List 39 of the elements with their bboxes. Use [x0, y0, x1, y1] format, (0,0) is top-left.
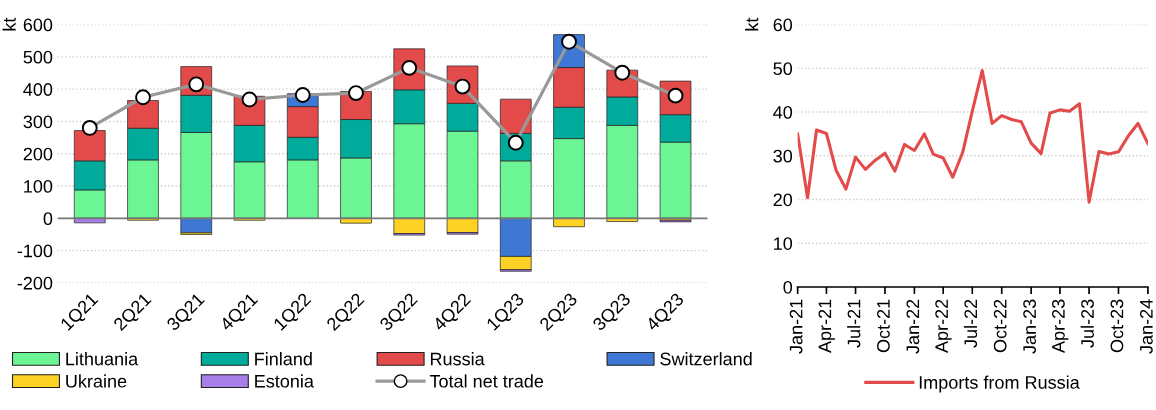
x-tick-label: Jul-21 — [847, 299, 861, 348]
y-axis-title: kt — [745, 17, 759, 31]
y-axis-title: kt — [2, 17, 16, 31]
x-tick-label: Oct-22 — [993, 299, 1007, 353]
x-tick-label: Apr-22 — [935, 299, 952, 353]
y-tick-label: 100 — [24, 179, 53, 193]
legend-label: Total net trade — [429, 374, 544, 388]
x-tick-label: Jan-23 — [1023, 299, 1036, 354]
y-tick-label: 0 — [43, 212, 53, 226]
x-tick-label: Jul-23 — [1080, 299, 1094, 348]
y-tick-label: 20 — [773, 193, 793, 207]
y-tick-label: 60 — [773, 18, 793, 32]
x-tick-label: Jan-24 — [1139, 299, 1153, 354]
y-tick-label: 40 — [773, 106, 793, 119]
y-tick-label: 10 — [774, 237, 793, 250]
y-tick-label: 300 — [23, 115, 53, 129]
x-tick-label: Oct-23 — [1110, 299, 1124, 353]
legend-label: Estonia — [255, 374, 314, 388]
y-tick-label: 50 — [773, 62, 793, 76]
y-tick-label: -100 — [17, 244, 53, 258]
legend-label: Lithuania — [66, 352, 139, 366]
x-tick-label: Oct-21 — [877, 299, 890, 353]
legend-label: Switzerland — [660, 352, 752, 366]
y-tick-label: 200 — [23, 147, 53, 161]
x-tick-label: Jul-22 — [963, 299, 978, 348]
legend-label: Russia — [430, 352, 485, 366]
x-tick-label: Jan-22 — [906, 299, 920, 354]
x-tick-label: Apr-23 — [1052, 299, 1069, 353]
y-tick-label: 0 — [783, 280, 793, 294]
legend-label: Ukraine — [66, 374, 127, 388]
x-tick-label: Apr-21 — [818, 299, 835, 353]
legend-label: Imports from Russia — [919, 375, 1080, 393]
y-tick-label: -200 — [17, 276, 53, 290]
y-tick-label: 500 — [23, 50, 53, 64]
y-tick-label: 30 — [773, 149, 793, 163]
y-tick-label: 600 — [23, 18, 53, 32]
y-tick-label: 400 — [23, 83, 53, 96]
x-tick-label: Jan-21 — [789, 299, 803, 354]
legend-label: Finland — [255, 352, 312, 366]
